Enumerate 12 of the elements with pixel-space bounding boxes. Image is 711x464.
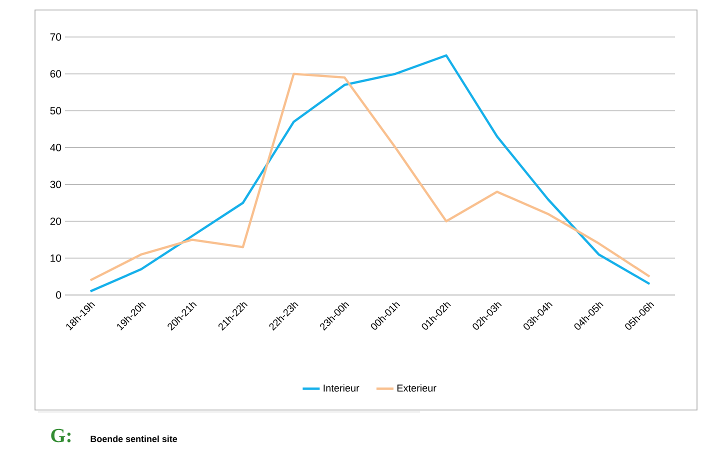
- y-tick-label: 30: [50, 180, 62, 188]
- y-tick-label: 40: [50, 144, 62, 152]
- y-tick-label: 70: [50, 33, 62, 41]
- legend-label: Interieur: [324, 384, 360, 392]
- text: Boende sentinel site: [90, 436, 178, 442]
- y-tick-label: 20: [50, 218, 62, 225]
- y-tick-label: 0: [56, 291, 62, 299]
- y-tick-label: 60: [50, 70, 62, 78]
- y-tick-label: 10: [50, 254, 62, 262]
- y-tick-label: 50: [50, 107, 62, 114]
- legend-label: Exterieur: [397, 384, 436, 392]
- text: G:: [51, 428, 71, 442]
